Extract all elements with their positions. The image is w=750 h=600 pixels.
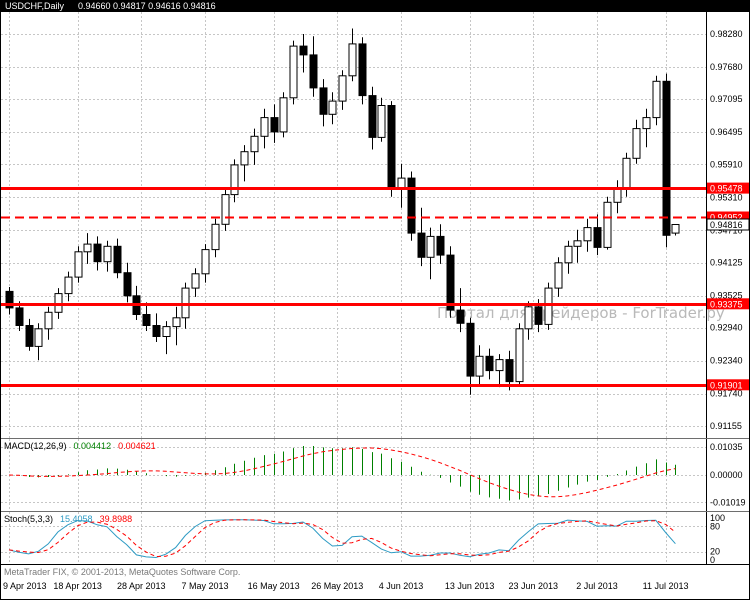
svg-text:0.91740: 0.91740: [710, 389, 743, 399]
chart-ohlc-values: 0.94660 0.94817 0.94616 0.94816: [78, 1, 216, 11]
level-price-badge: [707, 379, 749, 391]
date-label: 16 May 2013: [247, 581, 300, 591]
svg-text:0.96495: 0.96495: [710, 127, 743, 137]
date-label: 23 Jun 2013: [508, 581, 559, 591]
level-price-badge: [707, 211, 749, 223]
price-chart-canvas[interactable]: 0.98280 0.97680 0.97095 0.96495 0.95910 0.953…: [1, 12, 749, 438]
chart-symbol-period: USDCHF,Daily: [5, 1, 65, 11]
level-price-badge: [707, 298, 749, 310]
stoch-gridlines: [1, 512, 706, 564]
date-labels-row: 9 Apr 2013 18 Apr 2013 28 Apr 2013 7 May 20…: [1, 581, 749, 593]
copyright: MetaTrader FIX, © 2001-2013, MetaQuotes …: [4, 567, 241, 577]
watermark: Портал для трейдеров - ForTrader.ру: [437, 304, 725, 322]
time-axis: MetaTrader FIX, © 2001-2013, MetaQuotes …: [1, 564, 749, 599]
stoch-value-main: 15.4058: [60, 514, 93, 524]
svg-text:0.91155: 0.91155: [710, 421, 742, 431]
macd-label-row: MACD(12,26,9) 0.004412 0.004621: [4, 441, 156, 451]
svg-text:0.95910: 0.95910: [710, 159, 743, 169]
svg-text:20: 20: [710, 547, 720, 557]
svg-text:0.92340: 0.92340: [710, 356, 743, 366]
svg-text:0.97095: 0.97095: [710, 94, 743, 104]
macd-pane: 0.01035 0.00000 -0.01019 MACD(12,26,9) 0.0…: [1, 438, 749, 511]
level-price-text: 0.95478: [710, 184, 743, 194]
svg-text:0: 0: [710, 555, 715, 564]
svg-text:0.92940: 0.92940: [710, 323, 743, 333]
svg-text:80: 80: [710, 521, 720, 531]
price-chart-pane: Портал для трейдеров - ForTrader.ру 0.98…: [1, 12, 749, 438]
svg-text:-0.01019: -0.01019: [710, 498, 746, 508]
horizontal-levels[interactable]: [1, 187, 706, 387]
stoch-value-signal: 39.8988: [99, 514, 133, 524]
macd-value-signal: 0.004621: [118, 441, 156, 451]
date-label: 2 Jul 2013: [576, 581, 618, 591]
svg-text:0.98280: 0.98280: [710, 29, 743, 39]
date-label: 26 May 2013: [311, 581, 364, 591]
current-price-badge: [706, 218, 749, 231]
svg-text:0.94125: 0.94125: [710, 258, 743, 268]
date-label: 9 Apr 2013: [3, 581, 47, 591]
level-price-text: 0.94952: [710, 213, 743, 223]
stoch-label-row: Stoch(5,3,3) 15.4058 39.8988: [4, 514, 132, 524]
svg-text:0.00000: 0.00000: [710, 470, 743, 480]
macd-axis-labels: 0.01035 0.00000 -0.01019: [710, 442, 746, 507]
candles[interactable]: [5, 28, 680, 395]
macd-indicator-name: MACD(12,26,9): [4, 441, 67, 451]
chart-title-bar: USDCHF,Daily 0.94660 0.94817 0.94616 0.9…: [1, 1, 749, 12]
svg-text:0.95310: 0.95310: [710, 192, 743, 202]
date-label: 13 Jun 2013: [444, 581, 495, 591]
stoch-main-line: [8, 519, 676, 559]
stoch-indicator-name: Stoch(5,3,3): [4, 514, 54, 524]
stochastic-pane: 100 80 20 0 Stoch(5,3,3) 15.4058 39.8988: [1, 511, 749, 564]
svg-text:0.93525: 0.93525: [710, 291, 743, 301]
current-price-text: 0.94816: [710, 220, 743, 230]
level-price-badge: [707, 182, 749, 194]
date-label: 28 Apr 2013: [117, 581, 166, 591]
svg-text:100: 100: [710, 513, 725, 523]
svg-text:0.01035: 0.01035: [710, 442, 743, 452]
date-label: 11 Jul 2013: [642, 581, 689, 591]
date-label: 4 Jun 2013: [378, 581, 424, 591]
macd-canvas[interactable]: 0.01035 0.00000 -0.01019: [1, 439, 749, 511]
level-price-text: 0.93375: [710, 299, 743, 309]
macd-value-main: 0.004412: [73, 441, 112, 451]
stoch-signal-line: [8, 519, 676, 558]
date-label: 7 May 2013: [181, 581, 229, 591]
svg-text:0.97680: 0.97680: [710, 62, 743, 72]
date-label: 18 Apr 2013: [53, 581, 102, 591]
macd-signal-line: [8, 447, 676, 498]
level-price-text: 0.91901: [710, 380, 743, 390]
